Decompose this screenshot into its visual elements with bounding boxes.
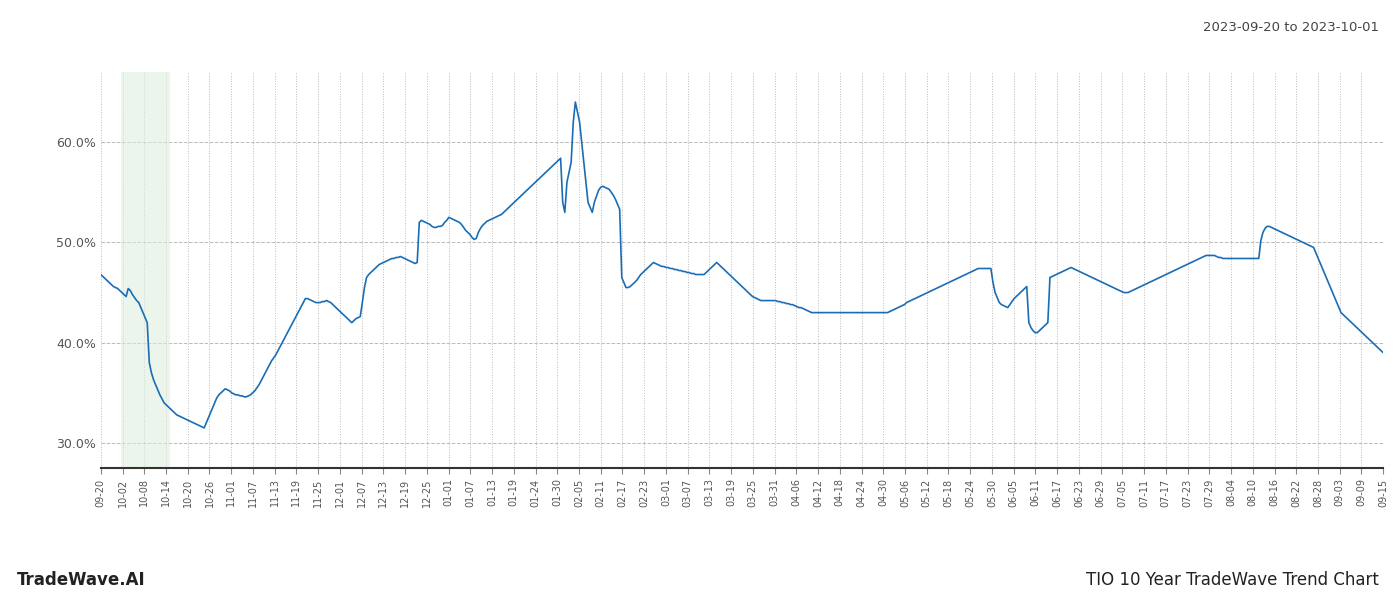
Text: TIO 10 Year TradeWave Trend Chart: TIO 10 Year TradeWave Trend Chart — [1086, 571, 1379, 589]
Text: 2023-09-20 to 2023-10-01: 2023-09-20 to 2023-10-01 — [1203, 21, 1379, 34]
Bar — [122, 72, 169, 468]
Text: TradeWave.AI: TradeWave.AI — [17, 571, 146, 589]
